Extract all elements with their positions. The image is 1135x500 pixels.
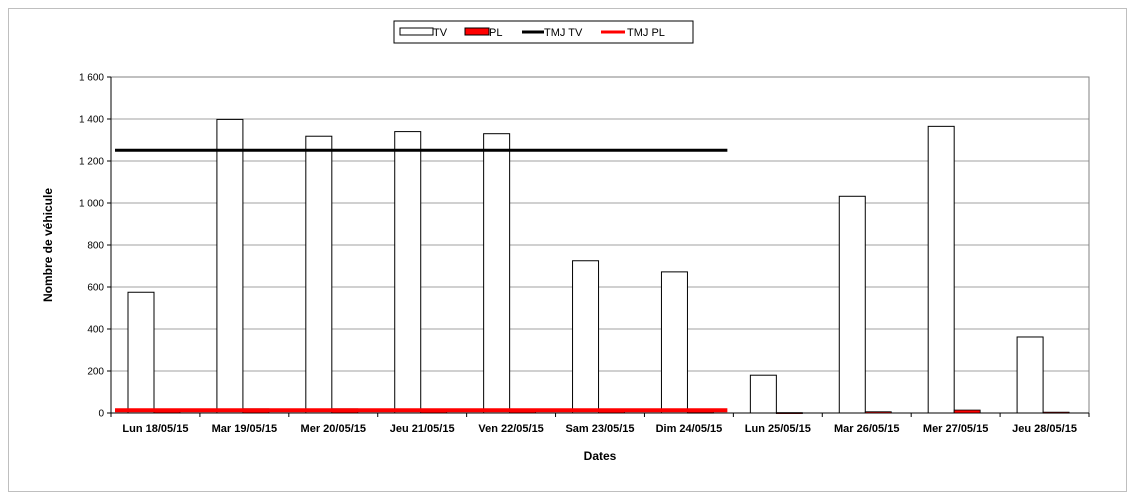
y-tick-label: 600	[87, 283, 104, 294]
bar-tv	[305, 135, 333, 414]
y-tick-label: 1 600	[79, 73, 104, 84]
x-tick-label: Jeu 28/05/15	[1012, 423, 1077, 435]
y-tick-label: 1 000	[79, 199, 104, 210]
x-axis-title: Dates	[584, 449, 617, 463]
x-tick-label: Sam 23/05/15	[565, 423, 634, 435]
x-tick-label: Mer 27/05/15	[923, 423, 988, 435]
x-tick-label: Mar 19/05/15	[212, 423, 277, 435]
y-tick-label: 1 400	[79, 115, 104, 126]
bar-pl	[775, 412, 803, 414]
y-tick-label: 1 200	[79, 157, 104, 168]
y-axis-title: Nombre de véhicule	[41, 188, 55, 302]
legend-swatch-tv	[399, 27, 434, 36]
legend-swatch-pl	[464, 27, 490, 36]
bar-tv	[660, 271, 688, 414]
bar-tv	[216, 118, 244, 414]
bar-tv	[749, 374, 777, 414]
legend-label: TV	[433, 27, 448, 39]
x-tick-label: Ven 22/05/15	[478, 423, 543, 435]
bar-pl	[687, 411, 714, 414]
legend-label: TMJ TV	[544, 27, 583, 39]
y-tick-label: 400	[87, 325, 104, 336]
y-tick-label: 800	[87, 241, 104, 252]
bar-tv	[483, 133, 511, 414]
bar-tv	[927, 125, 955, 414]
bar-pl	[1042, 411, 1070, 414]
bar-tv	[394, 131, 422, 414]
bar-pl	[864, 411, 892, 414]
legend-label: TMJ PL	[627, 27, 665, 39]
x-tick-label: Mar 26/05/15	[834, 423, 899, 435]
y-tick-label: 200	[87, 367, 104, 378]
bar-pl	[953, 409, 981, 414]
x-tick-label: Lun 25/05/15	[745, 423, 811, 435]
bar-tv	[1016, 336, 1044, 414]
x-tick-label: Lun 18/05/15	[122, 423, 188, 435]
bar-tv	[838, 195, 866, 414]
legend-label: PL	[489, 27, 502, 39]
x-tick-label: Jeu 21/05/15	[390, 423, 455, 435]
x-tick-label: Mer 20/05/15	[301, 423, 366, 435]
bar-tv	[572, 260, 600, 414]
x-tick-label: Dim 24/05/15	[656, 423, 723, 435]
bar-tv	[127, 291, 155, 414]
y-tick-label: 0	[98, 409, 104, 420]
